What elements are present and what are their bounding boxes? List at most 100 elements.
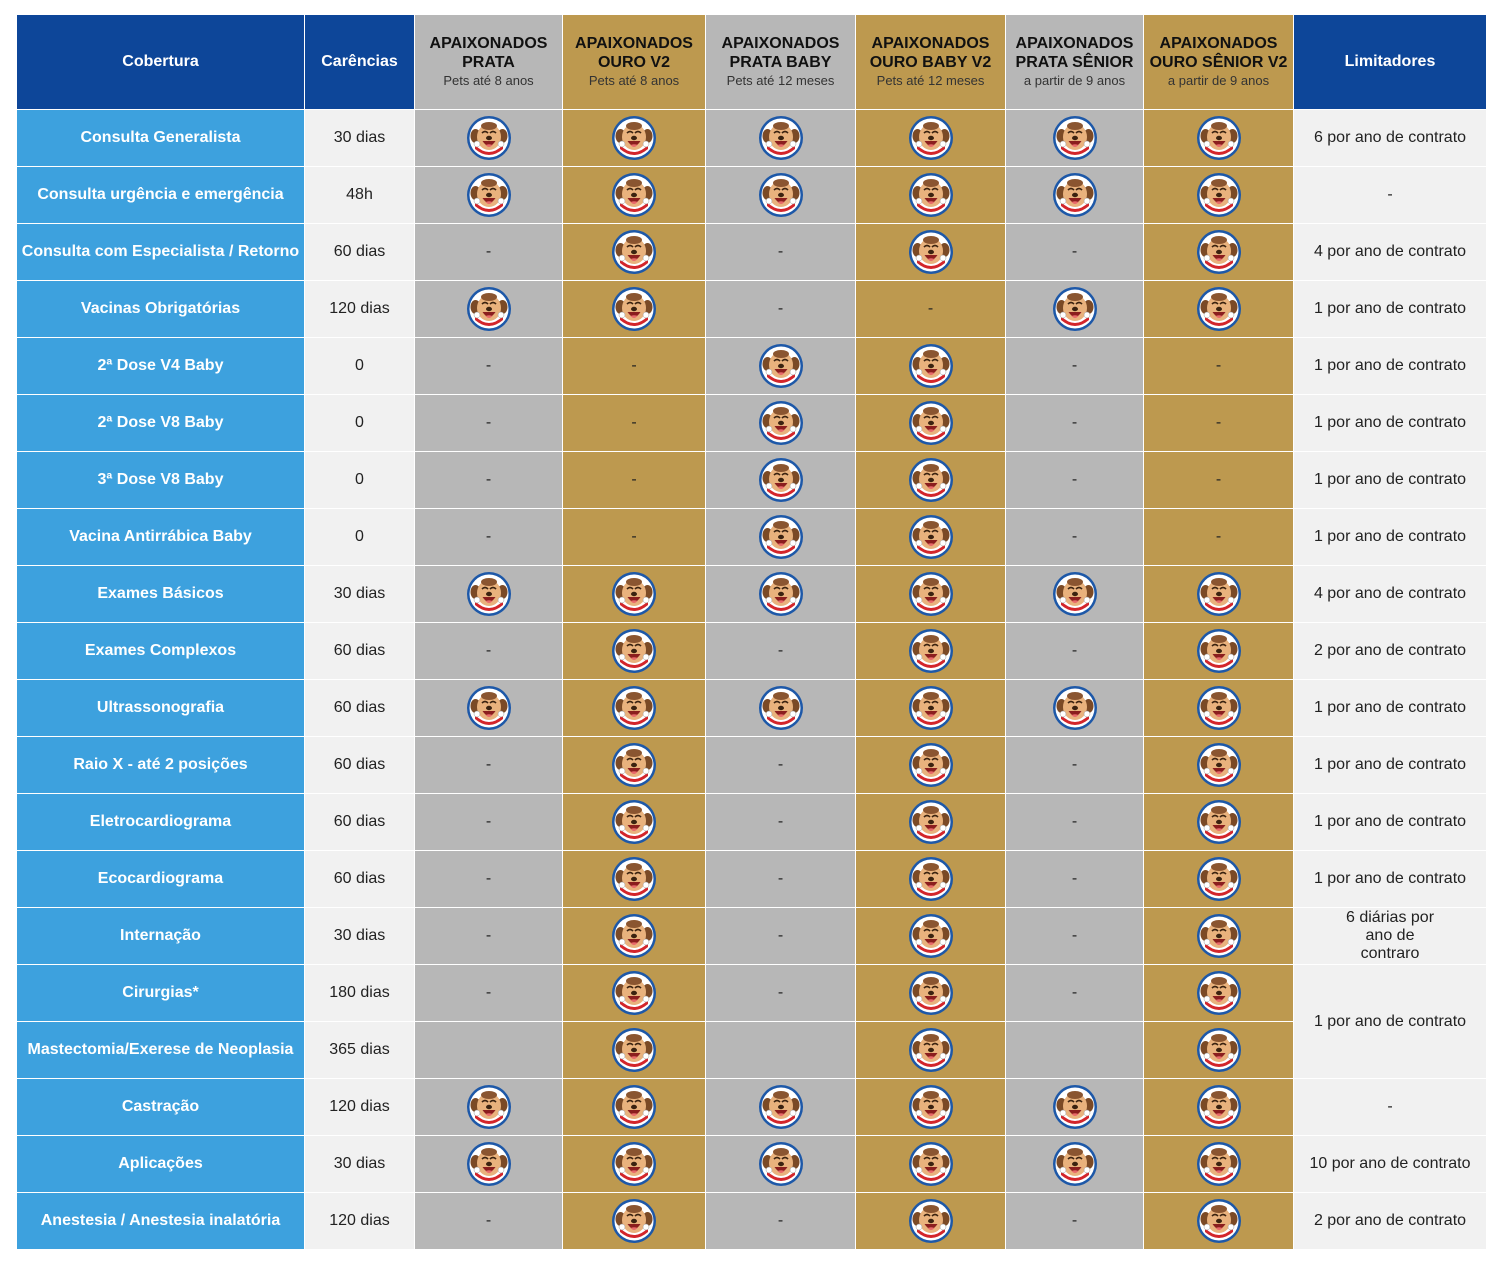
dog-face-icon bbox=[1196, 800, 1241, 844]
plan-coverage-cell bbox=[562, 1021, 706, 1079]
carencia-value: 60 dias bbox=[304, 622, 415, 680]
plan-coverage-cell bbox=[1143, 736, 1294, 794]
plan-coverage-cell bbox=[1005, 1135, 1144, 1193]
coverage-comparison-table: Cobertura Carências APAIXONADOS PRATA Pets… bbox=[16, 14, 1487, 1250]
plan-coverage-cell bbox=[855, 508, 1006, 566]
plan-coverage-cell bbox=[1005, 1078, 1144, 1136]
not-covered-dash: - bbox=[777, 1212, 784, 1229]
dog-face-icon bbox=[908, 743, 953, 787]
not-covered-dash: - bbox=[1071, 984, 1078, 1001]
dog-face-icon bbox=[1196, 230, 1241, 274]
carencia-value: 60 dias bbox=[304, 736, 415, 794]
not-covered-dash: - bbox=[1071, 357, 1078, 374]
dog-face-icon bbox=[612, 686, 656, 730]
limitador-value: 1 por ano de contrato bbox=[1293, 394, 1487, 452]
plan-age-range: a partir de 9 anos bbox=[1167, 72, 1270, 88]
plan-coverage-cell: - bbox=[705, 907, 856, 965]
dog-face-icon bbox=[612, 173, 656, 217]
coverage-name: 2ª Dose V4 Baby bbox=[16, 337, 305, 395]
dog-face-icon bbox=[612, 116, 656, 160]
header-plan-4: APAIXONADOS PRATA SÊNIOR a partir de 9 ano… bbox=[1005, 14, 1144, 110]
plan-coverage-cell bbox=[1143, 1021, 1294, 1079]
plan-coverage-cell bbox=[705, 166, 856, 224]
plan-coverage-cell bbox=[855, 451, 1006, 509]
not-covered-dash: - bbox=[485, 870, 492, 887]
plan-name-line1: APAIXONADOS bbox=[575, 35, 693, 53]
plan-coverage-cell bbox=[705, 1021, 856, 1079]
plan-coverage-cell: - bbox=[705, 223, 856, 281]
dog-face-icon bbox=[1196, 1085, 1241, 1129]
plan-coverage-cell bbox=[414, 679, 563, 737]
not-covered-dash: - bbox=[1215, 471, 1222, 488]
dog-face-icon bbox=[1196, 1199, 1241, 1243]
plan-coverage-cell bbox=[562, 565, 706, 623]
plan-coverage-cell: - bbox=[1143, 337, 1294, 395]
table-row: Exames Complexos 60 dias - - - 2 por ano de c… bbox=[16, 622, 1487, 680]
not-covered-dash: - bbox=[927, 300, 934, 317]
dog-face-icon bbox=[758, 572, 803, 616]
plan-name: APAIXONADOS PRATA BABY bbox=[706, 35, 855, 72]
table-row: Consulta urgência e emergência 48h - bbox=[16, 166, 1487, 224]
plan-coverage-cell: - bbox=[1005, 850, 1144, 908]
plan-name-line2: PRATA SÊNIOR bbox=[1015, 53, 1134, 71]
plan-coverage-cell: - bbox=[414, 1192, 563, 1250]
plan-coverage-cell: - bbox=[1005, 451, 1144, 509]
plan-coverage-cell bbox=[562, 280, 706, 338]
plan-coverage-cell bbox=[855, 1078, 1006, 1136]
plan-coverage-cell: - bbox=[562, 394, 706, 452]
coverage-name: 3ª Dose V8 Baby bbox=[16, 451, 305, 509]
plan-coverage-cell bbox=[705, 1078, 856, 1136]
limitador-value: 1 por ano de contrato bbox=[1293, 850, 1487, 908]
plan-age-range: Pets até 12 meses bbox=[726, 72, 835, 88]
plan-coverage-cell: - bbox=[705, 736, 856, 794]
dog-face-icon bbox=[908, 857, 953, 901]
plan-coverage-cell bbox=[1143, 166, 1294, 224]
plan-coverage-cell: - bbox=[414, 337, 563, 395]
plan-name-line2: PRATA BABY bbox=[729, 53, 832, 71]
carencia-value: 60 dias bbox=[304, 223, 415, 281]
plan-coverage-cell bbox=[1005, 565, 1144, 623]
limitador-value: 1 por ano de contrato bbox=[1293, 280, 1487, 338]
plan-coverage-cell bbox=[1143, 1135, 1294, 1193]
plan-coverage-cell bbox=[1005, 679, 1144, 737]
plan-coverage-cell bbox=[414, 109, 563, 167]
limitador-value: 1 por ano de contrato bbox=[1293, 964, 1487, 1079]
carencia-value: 120 dias bbox=[304, 1192, 415, 1250]
limitador-value: 1 por ano de contrato bbox=[1293, 508, 1487, 566]
coverage-name: Eletrocardiograma bbox=[16, 793, 305, 851]
header-row: Cobertura Carências APAIXONADOS PRATA Pets… bbox=[16, 14, 1487, 110]
table-row: 2ª Dose V8 Baby 0 - - - - 1 por ano de contrat… bbox=[16, 394, 1487, 452]
coverage-name: Consulta Generalista bbox=[16, 109, 305, 167]
limitador-value: - bbox=[1293, 1078, 1487, 1136]
coverage-name: Internação bbox=[16, 907, 305, 965]
not-covered-dash: - bbox=[1071, 528, 1078, 545]
not-covered-dash: - bbox=[777, 756, 784, 773]
dog-face-icon bbox=[612, 1028, 656, 1072]
dog-face-icon bbox=[1052, 173, 1097, 217]
dog-face-icon bbox=[1052, 116, 1097, 160]
dog-face-icon bbox=[758, 344, 803, 388]
plan-coverage-cell: - bbox=[1143, 451, 1294, 509]
not-covered-dash: - bbox=[777, 300, 784, 317]
carencia-value: 30 dias bbox=[304, 109, 415, 167]
coverage-name: Ecocardiograma bbox=[16, 850, 305, 908]
plan-coverage-cell: - bbox=[562, 508, 706, 566]
plan-name: APAIXONADOS OURO V2 bbox=[563, 35, 705, 72]
table-body: Consulta Generalista 30 dias 6 por ano de … bbox=[16, 109, 1487, 1250]
not-covered-dash: - bbox=[631, 471, 637, 488]
limitador-value: 1 por ano de contrato bbox=[1293, 337, 1487, 395]
not-covered-dash: - bbox=[1071, 414, 1078, 431]
plan-coverage-cell bbox=[414, 280, 563, 338]
plan-coverage-cell bbox=[855, 565, 1006, 623]
not-covered-dash: - bbox=[485, 984, 492, 1001]
plan-name-line2: PRATA bbox=[462, 53, 515, 71]
plan-name-line1: APAIXONADOS bbox=[1015, 35, 1134, 53]
not-covered-dash: - bbox=[485, 471, 492, 488]
carencia-value: 180 dias bbox=[304, 964, 415, 1022]
plan-name-line1: APAIXONADOS bbox=[1159, 35, 1278, 53]
limitador-value: - bbox=[1293, 166, 1487, 224]
coverage-table-container: Cobertura Carências APAIXONADOS PRATA Pets… bbox=[16, 14, 1487, 1250]
dog-face-icon bbox=[908, 572, 953, 616]
plan-coverage-cell: - bbox=[705, 793, 856, 851]
table-row: Cirurgias* 180 dias - - - 1 por ano de contra… bbox=[16, 964, 1487, 1079]
